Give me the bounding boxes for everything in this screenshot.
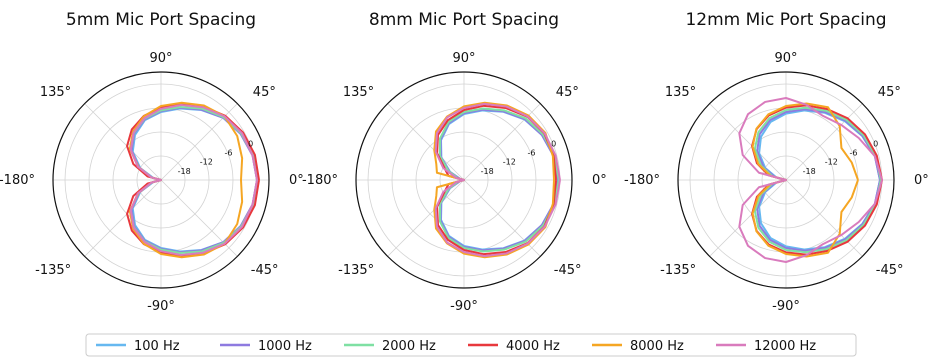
tick-labels: 0° 45° 90° 135° -180° -135° -90° -45° -18 -12 -6 0 [624,51,928,314]
legend-label: 4000 Hz [506,339,560,354]
radial-tick-label: -18 [481,167,494,176]
polar-outline [52,71,270,289]
angle-tick-label: 0° [914,173,928,188]
polar-panel-5mm: 5mm Mic Port Spacing 0° 45° 90° 135° -180° -1… [0,10,304,314]
radial-tick-label: -6 [850,148,858,157]
tick-labels: 0° 45° 90° 135° -180° -135° -90° -45° -18 -12 -6 0 [0,51,304,314]
radial-tick-label: 0 [873,139,878,148]
series-line-12000-hz [434,102,561,258]
legend-label: 100 Hz [134,339,180,354]
angle-tick-label: 90° [149,51,172,66]
series-lines [126,101,260,259]
series-line-12000-hz [738,97,883,263]
polar-outline [677,71,895,289]
series-lines [433,101,561,259]
angle-tick-label: -180° [0,173,35,188]
angular-gridline [785,103,863,181]
angular-gridline [84,103,162,181]
radial-tick-label: -12 [200,158,213,167]
radial-tick-label: -6 [528,148,536,157]
legend-label: 1000 Hz [258,339,312,354]
radial-tick-label: -18 [178,167,191,176]
radial-tick-label: -12 [825,158,838,167]
panel-title: 8mm Mic Port Spacing [369,10,559,30]
angle-tick-label: 135° [665,85,696,100]
angular-gridline [709,103,787,181]
angle-tick-label: -45° [554,263,582,278]
angle-tick-label: 90° [452,51,475,66]
angle-tick-label: -90° [772,299,800,314]
angle-tick-label: -180° [302,173,338,188]
angular-gridline [84,179,162,257]
angle-tick-label: 45° [556,85,579,100]
panel-title: 12mm Mic Port Spacing [685,10,886,30]
angle-tick-label: 135° [343,85,374,100]
tick-labels: 0° 45° 90° 135° -180° -135° -90° -45° -18 -12 -6 0 [302,51,607,314]
radial-tick-label: 0 [551,139,556,148]
radial-tick-label: -6 [225,148,233,157]
legend-label: 8000 Hz [630,339,684,354]
angle-tick-label: -45° [251,263,279,278]
polar-panel-12mm: 12mm Mic Port Spacing 0° 45° 90° 135° -180° -… [624,10,928,314]
series-line-12000-hz [129,104,258,256]
angular-gridline [387,179,465,257]
radial-tick-label: -12 [503,158,516,167]
series-lines [738,97,883,263]
panel-title: 5mm Mic Port Spacing [66,10,256,30]
angle-tick-label: -90° [450,299,478,314]
angle-tick-label: -135° [338,263,374,278]
angle-tick-label: -45° [876,263,904,278]
angle-tick-label: 45° [253,85,276,100]
radial-tick-label: 0 [248,139,253,148]
polar-panel-8mm: 8mm Mic Port Spacing 0° 45° 90° 135° -180° -1… [302,10,607,314]
radial-tick-label: -18 [803,167,816,176]
angle-tick-label: -135° [660,263,696,278]
angle-tick-label: 135° [40,85,71,100]
angular-gridline [387,103,465,181]
angle-tick-label: 0° [592,173,607,188]
angle-tick-label: -90° [147,299,175,314]
angular-gridline [785,179,863,257]
angle-tick-label: 0° [289,173,304,188]
angular-gridline [709,179,787,257]
angle-tick-label: -135° [35,263,71,278]
legend-label: 2000 Hz [382,339,436,354]
legend-label: 12000 Hz [754,339,816,354]
angle-tick-label: 45° [878,85,901,100]
legend: 100 Hz 1000 Hz 2000 Hz 4000 Hz 8000 Hz 12000 … [85,333,857,357]
angle-tick-label: -180° [624,173,660,188]
polar-outline [355,71,573,289]
angle-tick-label: 90° [774,51,797,66]
